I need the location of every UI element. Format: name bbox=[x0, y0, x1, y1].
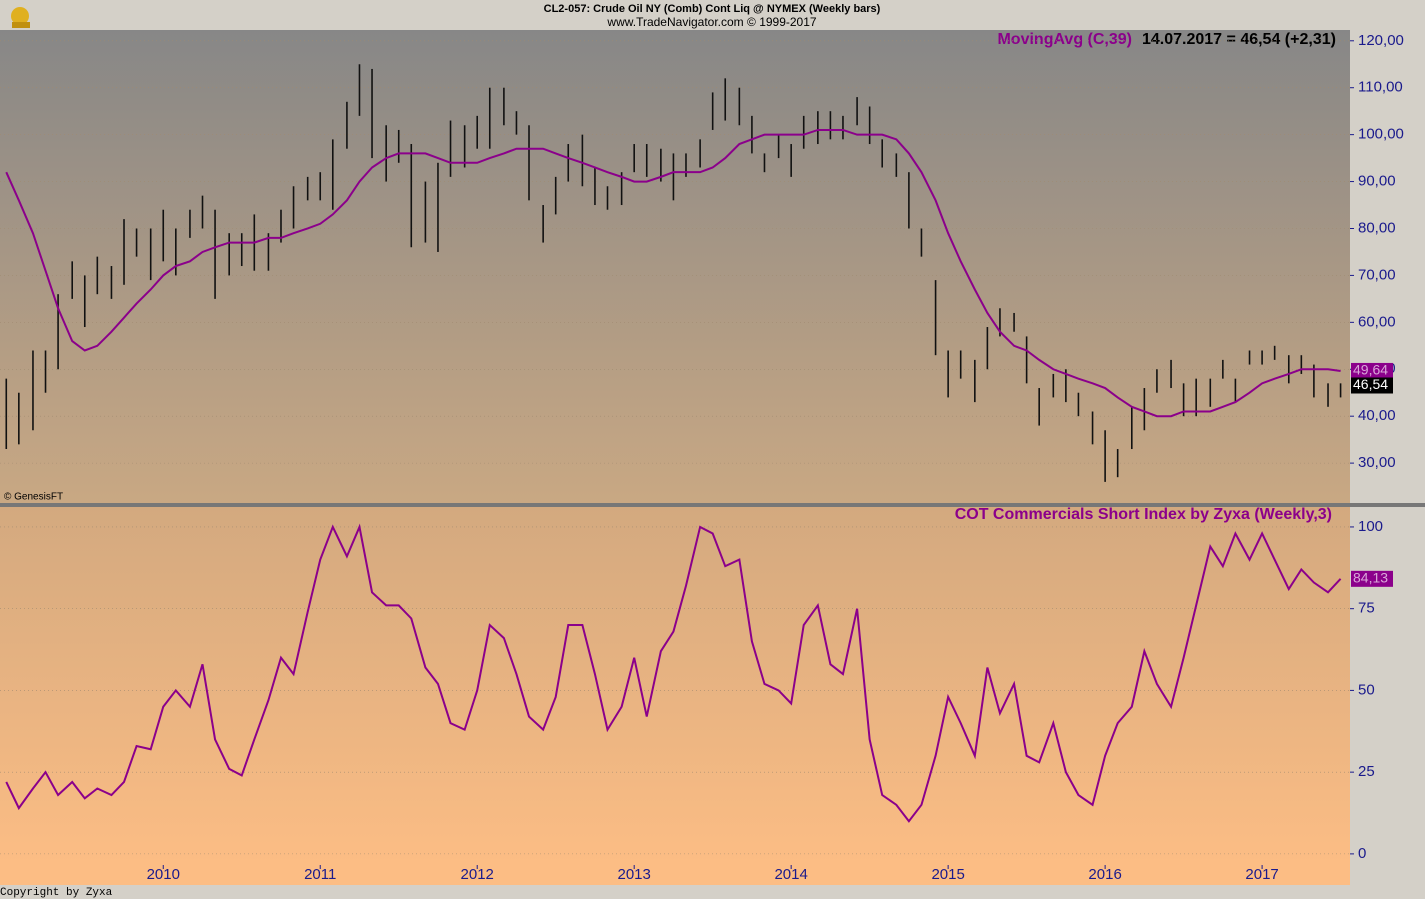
panel-separator bbox=[0, 503, 1425, 507]
y-tick-label: 40,00 bbox=[1358, 407, 1396, 424]
y-tick-label: 75 bbox=[1358, 600, 1375, 617]
y-tick-label: 90,00 bbox=[1358, 173, 1396, 190]
y-tick-label: 30,00 bbox=[1358, 454, 1396, 471]
price-panel bbox=[0, 30, 1350, 503]
source: © GenesisFT bbox=[4, 492, 63, 503]
y-tick-label: 100,00 bbox=[1358, 126, 1404, 143]
last-price-box bbox=[1351, 377, 1393, 394]
last-value-label: 49,64 bbox=[1353, 362, 1388, 378]
y-tick-label: 60,00 bbox=[1358, 313, 1396, 330]
y-tick-label: 120,00 bbox=[1358, 32, 1404, 49]
x-tick-label: 2015 bbox=[931, 866, 964, 883]
x-tick-label: 2011 bbox=[304, 866, 336, 883]
x-tick-label: 2013 bbox=[617, 866, 650, 883]
annotation: 14.07.2017 = 46,54 (+2,31) bbox=[1142, 31, 1336, 48]
cot-line bbox=[5, 523, 1342, 823]
last-value-box bbox=[1351, 570, 1393, 587]
x-axis-strip bbox=[0, 865, 1350, 885]
last-value-label: 84,13 bbox=[1353, 570, 1388, 586]
chart-title: CL2-057: Crude Oil NY (Comb) Cont Liq @ … bbox=[544, 3, 881, 15]
y-tick-label: 80,00 bbox=[1358, 219, 1396, 236]
y-tick-label: 70,00 bbox=[1358, 266, 1396, 283]
x-tick-label: 2010 bbox=[147, 866, 180, 883]
moving-average-line bbox=[5, 128, 1341, 418]
x-tick-label: 2016 bbox=[1088, 866, 1121, 883]
y-tick-label: 100 bbox=[1358, 518, 1383, 535]
footer: Copyright by Zyxa bbox=[0, 887, 113, 899]
chart-subtitle: www.TradeNavigator.com © 1999-2017 bbox=[606, 15, 816, 29]
cot-title: COT Commercials Short Index by Zyxa (Wee… bbox=[955, 506, 1332, 523]
y-tick-label: 110,00 bbox=[1358, 79, 1403, 96]
logo bbox=[11, 7, 30, 28]
y-tick-label: 50 bbox=[1358, 681, 1375, 698]
legend-entry: MovingAvg (C,39) bbox=[997, 31, 1132, 48]
cot-panel bbox=[0, 507, 1350, 865]
last-value-box bbox=[1351, 362, 1393, 379]
x-tick-label: 2014 bbox=[774, 866, 807, 883]
y-tick-label: 0 bbox=[1358, 845, 1366, 862]
x-tick-label: 2017 bbox=[1245, 866, 1278, 883]
y-tick-label: 25 bbox=[1358, 763, 1375, 780]
x-tick-label: 2012 bbox=[461, 866, 494, 883]
last-price-label: 46,54 bbox=[1353, 376, 1388, 392]
